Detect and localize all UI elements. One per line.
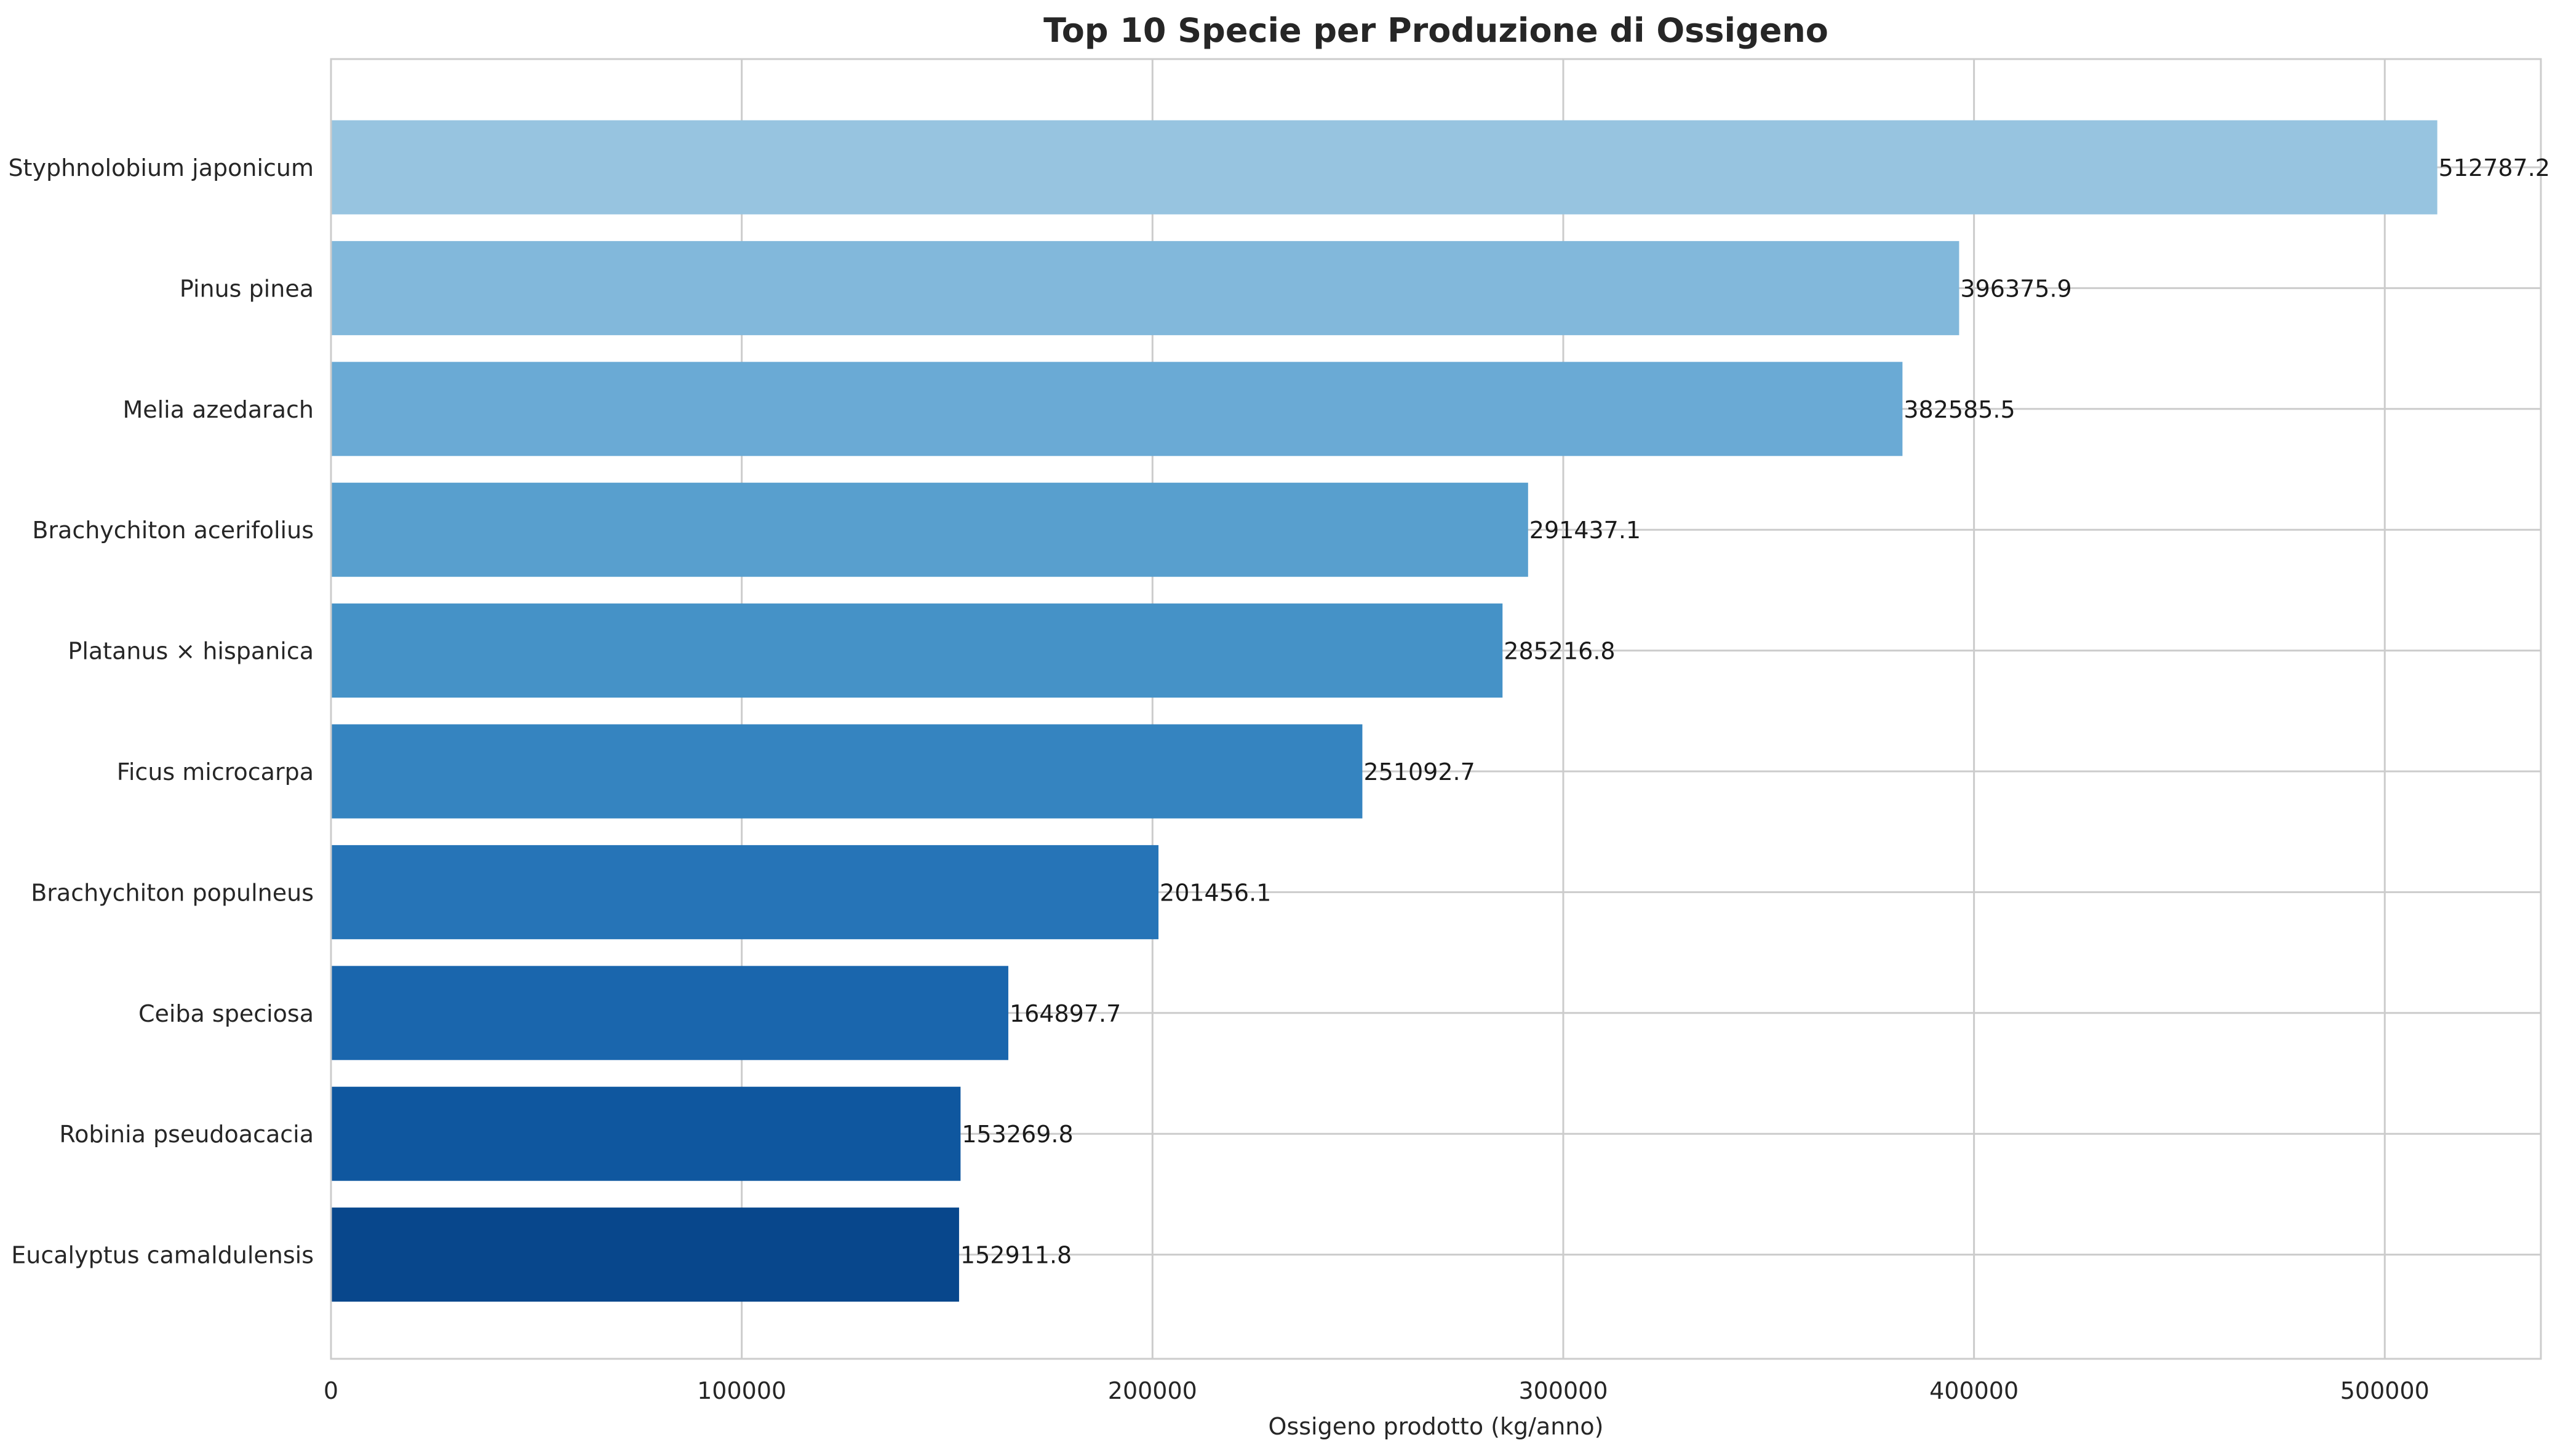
bar bbox=[331, 120, 2437, 215]
x-tick-label: 500000 bbox=[2340, 1377, 2429, 1404]
x-tick-label: 300000 bbox=[1518, 1377, 1608, 1404]
data-label: 152911.8 bbox=[960, 1242, 1072, 1269]
bar bbox=[331, 603, 1503, 698]
y-tick-label: Platanus × hispanica bbox=[68, 638, 314, 665]
x-tick-label: 0 bbox=[324, 1377, 338, 1404]
data-label: 285216.8 bbox=[1504, 638, 1615, 665]
bar bbox=[331, 845, 1159, 939]
x-tick-label: 100000 bbox=[697, 1377, 786, 1404]
bar bbox=[331, 362, 1903, 456]
y-tick-label: Melia azedarach bbox=[122, 396, 314, 423]
y-tick-label: Eucalyptus camaldulensis bbox=[11, 1242, 314, 1269]
y-tick-label: Brachychiton acerifolius bbox=[32, 517, 314, 544]
bars bbox=[331, 120, 2437, 1302]
y-tick-label: Pinus pinea bbox=[180, 275, 314, 302]
x-tick-label: 400000 bbox=[1929, 1377, 2019, 1404]
bar bbox=[331, 1207, 959, 1302]
bar bbox=[331, 724, 1363, 819]
y-tick-label: Ficus microcarpa bbox=[117, 758, 314, 786]
x-tick-labels: 0 100000 200000 300000 400000 500000 bbox=[324, 1377, 2429, 1404]
data-label: 153269.8 bbox=[962, 1121, 1073, 1148]
bar bbox=[331, 241, 1959, 335]
data-label: 201456.1 bbox=[1160, 879, 1271, 906]
x-axis-label: Ossigeno prodotto (kg/anno) bbox=[1269, 1413, 1604, 1440]
bar bbox=[331, 966, 1008, 1060]
data-label: 382585.5 bbox=[1903, 396, 2015, 423]
data-label: 251092.7 bbox=[1363, 758, 1475, 786]
data-label: 291437.1 bbox=[1529, 517, 1641, 544]
plot-frame bbox=[330, 58, 2542, 1360]
x-tick-label: 200000 bbox=[1108, 1377, 1197, 1404]
data-labels: 512787.2 396375.9 382585.5 291437.1 285216.8… bbox=[960, 154, 2550, 1269]
y-tick-label: Styphnolobium japonicum bbox=[8, 154, 314, 181]
y-tick-label: Ceiba speciosa bbox=[138, 1000, 314, 1027]
bar bbox=[331, 482, 1528, 577]
chart-title: Top 10 Specie per Produzione di Ossigeno bbox=[1043, 11, 1828, 50]
y-tick-label: Robinia pseudoacacia bbox=[59, 1121, 314, 1148]
y-tick-label: Brachychiton populneus bbox=[31, 879, 314, 906]
y-tick-labels: Styphnolobium japonicum Pinus pinea Melia … bbox=[8, 154, 314, 1269]
data-label: 164897.7 bbox=[1010, 1000, 1121, 1027]
data-label: 512787.2 bbox=[2439, 154, 2550, 181]
bar bbox=[331, 1086, 961, 1181]
data-label: 396375.9 bbox=[1960, 275, 2071, 302]
